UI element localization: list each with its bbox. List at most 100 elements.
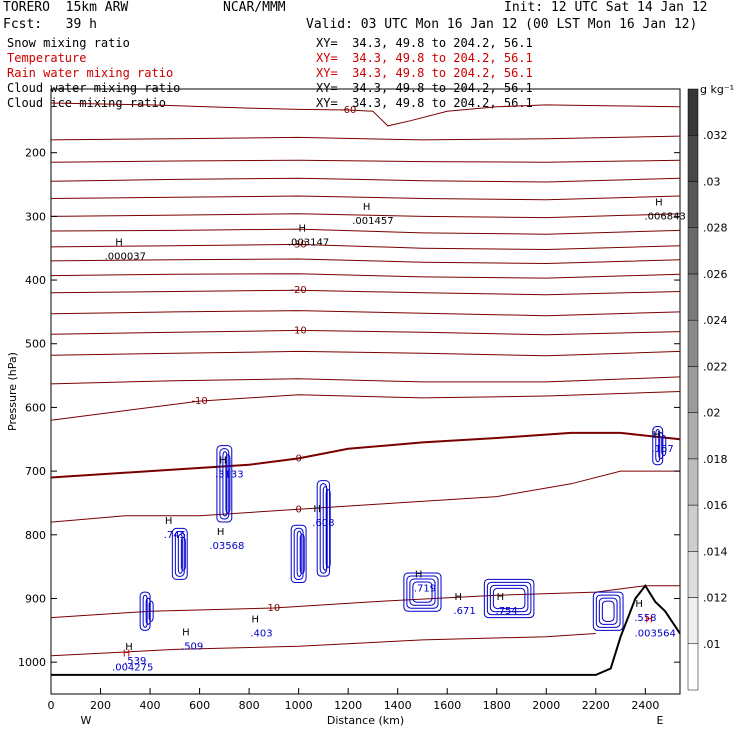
x-tick-label: 2000: [532, 699, 560, 712]
cloud-water-contour: [489, 584, 529, 613]
y-tick-label: 1000: [18, 656, 46, 669]
init-time: Init: 12 UTC Sat 14 Jan 12: [504, 0, 708, 15]
max-marker: H: [635, 599, 643, 610]
cloud-water-contour: [595, 594, 621, 628]
temperature-contour: [50, 195, 681, 201]
field-name: Cloud water mixing ratio: [7, 81, 181, 95]
y-axis-title: Pressure (hPa): [6, 352, 19, 431]
temperature-contour: [50, 135, 681, 141]
cloud-water-contour: [180, 536, 186, 571]
max-marker: H: [497, 592, 505, 603]
x-end-label-left: W: [81, 714, 92, 727]
max-label: .719: [414, 583, 436, 594]
temperature-contour: [50, 159, 681, 163]
x-tick-label: 2400: [631, 699, 659, 712]
temperature-contour: [50, 102, 681, 127]
cloud-water-contour: [592, 591, 624, 631]
cloud-water-contour: [483, 578, 535, 619]
contour-label: -10: [191, 396, 207, 407]
cloud-water-contour: [145, 597, 151, 625]
field-xy: XY= 34.3, 49.8 to 204.2, 56.1: [316, 36, 533, 50]
temperature-contour: [50, 350, 681, 357]
max-marker: H: [299, 224, 307, 235]
colorbar-segment: [687, 504, 699, 552]
colorbar-segment: [687, 273, 699, 321]
cloud-water-contour: [148, 600, 154, 622]
temperature-contour: [50, 243, 681, 251]
colorbar-label: .014: [703, 545, 728, 558]
temperature-contour: [50, 470, 680, 523]
cloud-water-contour: [219, 448, 230, 520]
colorbar-segment: [687, 458, 699, 506]
max-label: .001457: [352, 216, 393, 227]
forecast-hour: Fcst: 39 h: [3, 17, 97, 32]
x-tick-label: 800: [239, 699, 260, 712]
colorbar-segment: [687, 319, 699, 367]
x-axis-title: Distance (km): [327, 714, 404, 727]
colorbar-label: .028: [703, 222, 728, 235]
max-marker: H: [415, 569, 423, 580]
y-tick-label: 900: [25, 592, 46, 605]
max-label: .403: [250, 629, 272, 640]
cloud-water-contour: [296, 530, 302, 578]
max-label: .754: [496, 606, 518, 617]
y-tick-label: 800: [25, 529, 46, 542]
max-marker: H: [251, 615, 259, 626]
cloud-water-contour: [403, 572, 442, 612]
max-label: .671: [453, 606, 475, 617]
max-label: .003147: [288, 238, 329, 249]
contour-label: 10: [268, 603, 281, 614]
cloud-water-contour: [293, 527, 304, 581]
field-name: Cloud ice mixing ratio: [7, 96, 166, 110]
contour-label: 0: [295, 453, 301, 464]
y-tick-label: 700: [25, 465, 46, 478]
cloud-water-contour: [177, 533, 183, 574]
colorbar-segment: [687, 134, 699, 182]
colorbar-label: .032: [703, 129, 728, 142]
max-label: .509: [181, 641, 203, 652]
field-xy: XY= 34.3, 49.8 to 204.2, 56.1: [316, 51, 533, 65]
x-tick-label: 1800: [483, 699, 511, 712]
max-marker: H: [182, 627, 190, 638]
max-marker: H: [363, 202, 371, 213]
max-label: .000037: [105, 252, 146, 263]
colorbar-label: .022: [703, 360, 728, 373]
cloud-water-contour: [406, 575, 439, 609]
field-name: Snow mixing ratio: [7, 36, 130, 50]
y-tick-label: 500: [25, 338, 46, 351]
temperature-contour: [50, 376, 681, 385]
field-name: Rain water mixing ratio: [7, 66, 174, 80]
colorbar-label: .018: [703, 453, 728, 466]
cloud-water-contour: [142, 594, 148, 628]
x-tick-label: 2200: [582, 699, 610, 712]
x-tick-label: 1600: [433, 699, 461, 712]
max-marker: H: [115, 238, 123, 249]
cloud-water-contour: [216, 445, 233, 523]
max-marker: H: [125, 642, 133, 653]
cloud-water-contour: [322, 486, 328, 571]
colorbar-segment: [687, 88, 699, 136]
cloud-water-contour: [222, 451, 228, 517]
terrain-line: [51, 583, 681, 676]
cloud-water-contour: [486, 581, 532, 616]
x-tick-label: 1000: [285, 699, 313, 712]
colorbar-segment: [687, 643, 699, 691]
model-title: TORERO 15km ARW: [3, 0, 129, 15]
cloud-water-contour: [316, 480, 331, 577]
max-marker: H: [123, 648, 131, 659]
max-marker: H: [313, 504, 321, 515]
temperature-contour: [50, 585, 680, 619]
field-xy: XY= 34.3, 49.8 to 204.2, 56.1: [316, 66, 533, 80]
max-label: .3133: [215, 469, 244, 480]
cloud-water-contour: [412, 581, 433, 603]
temperature-contour: [50, 273, 681, 279]
max-label: .745: [164, 530, 186, 541]
max-label: .006843: [644, 212, 685, 223]
x-tick-label: 600: [189, 699, 210, 712]
valid-time: Valid: 03 UTC Mon 16 Jan 12 (00 LST Mon …: [306, 17, 698, 32]
temperature-contour: [50, 213, 681, 219]
colorbar-segment: [687, 227, 699, 275]
x-tick-label: 0: [48, 699, 55, 712]
cloud-water-contour: [171, 527, 188, 580]
